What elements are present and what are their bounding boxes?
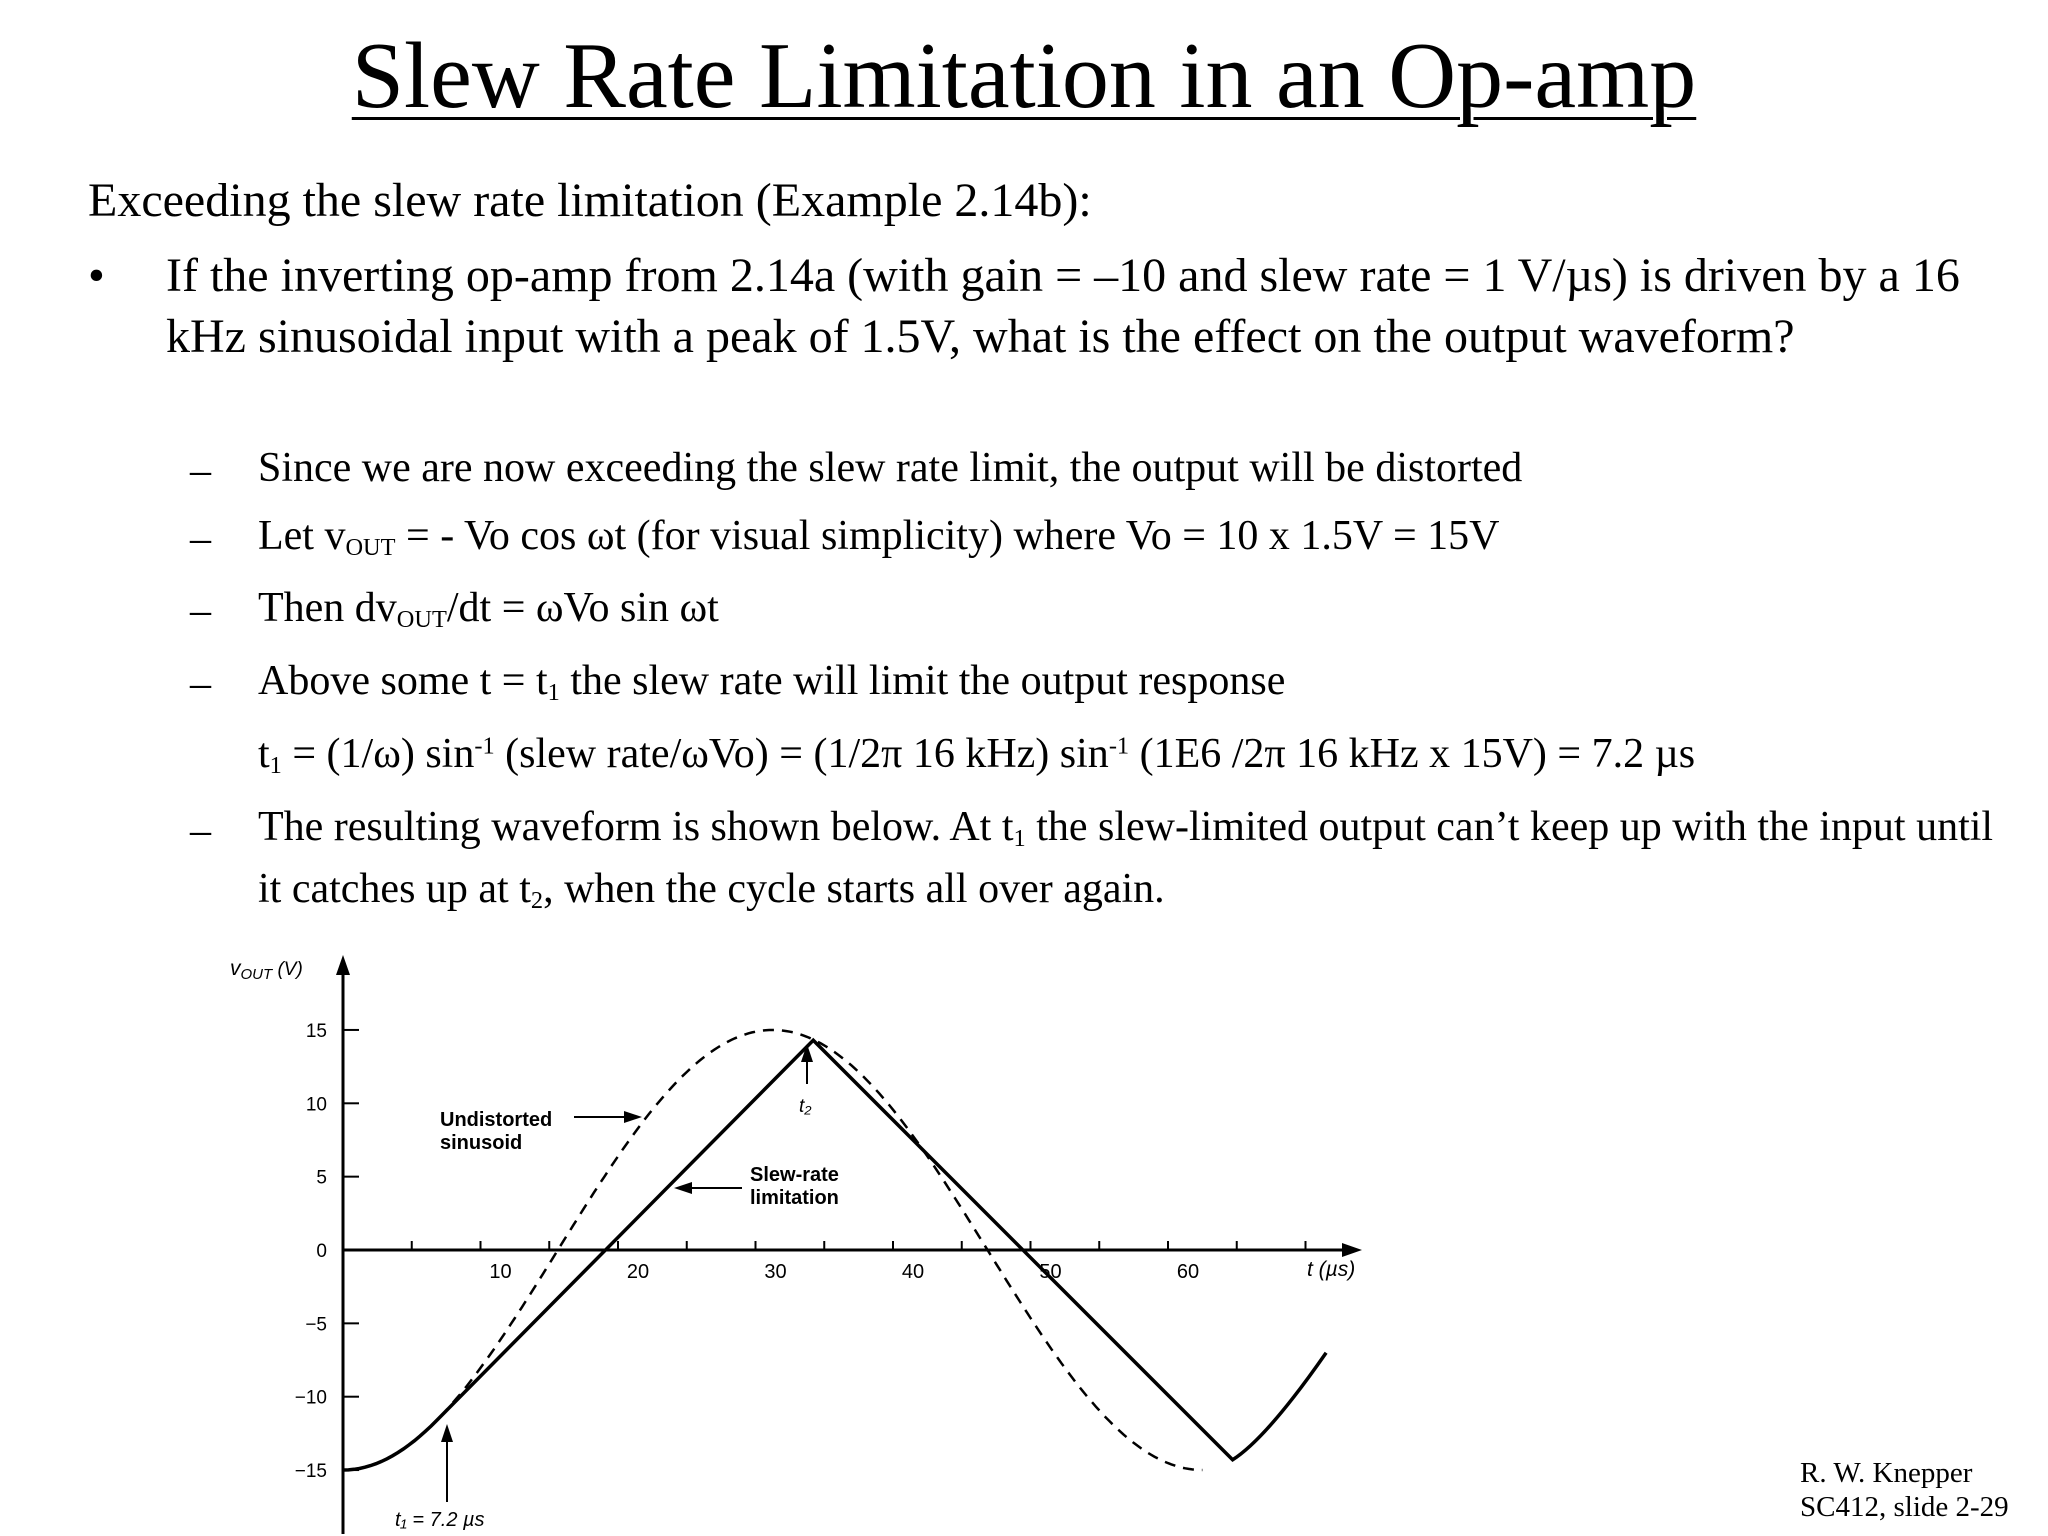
x-tick-label: 60: [1177, 1261, 1199, 1283]
t2-label: t₂: [799, 1096, 812, 1117]
subpoint-slew-onset: Above some t = t1 the slew rate will lim…: [258, 658, 1286, 707]
credit-slide-number: SC412, slide 2-29: [1800, 1491, 2009, 1524]
undistorted-sinusoid-curve: [343, 1028, 1203, 1472]
t1-arrowhead: [441, 1424, 453, 1442]
dash-marker: –: [190, 661, 211, 707]
slew-label-line1: Slew-rate: [750, 1164, 839, 1186]
x-tick-label: 20: [627, 1261, 649, 1283]
dash-marker: –: [190, 588, 211, 634]
x-tick-label: 10: [489, 1261, 511, 1283]
subpoint-derivative: Then dvOUT/dt = ωVo sin ωt: [258, 585, 719, 634]
undistorted-label-line2: sinusoid: [440, 1132, 522, 1154]
bullet-marker: •: [88, 249, 105, 302]
undistorted-arrowhead: [624, 1111, 642, 1123]
slide-credit: R. W. Knepper SC412, slide 2-29: [1800, 1456, 2009, 1524]
t1-label: t₁ = 7.2 µs: [395, 1509, 485, 1531]
dash-marker: –: [190, 516, 211, 562]
y-tick-label: −10: [295, 1388, 327, 1409]
undistorted-annotation: Undistorted sinusoid: [440, 1109, 642, 1154]
t2-annotation: t₂: [799, 1044, 813, 1117]
y-tick-label: 5: [316, 1168, 327, 1189]
slew-limited-output-curve: [342, 1037, 1328, 1472]
y-tick-label: 10: [306, 1094, 327, 1115]
y-axis-arrowhead: [336, 955, 350, 975]
y-axis-label: vOUT (V): [230, 957, 303, 983]
subpoint-resulting-waveform: The resulting waveform is shown below. A…: [258, 804, 1994, 914]
x-axis-label: t (µs): [1307, 1258, 1355, 1281]
x-axis-arrowhead: [1342, 1243, 1362, 1257]
t1-formula: t1 = (1/ω) sin-1 (slew rate/ωVo) = (1/2π…: [258, 731, 1696, 780]
y-tick-label: 15: [306, 1021, 327, 1042]
subpoint-distorted: Since we are now exceeding the slew rate…: [258, 445, 1523, 491]
undistorted-label-line1: Undistorted: [440, 1109, 552, 1131]
slew-annotation: Slew-rate limitation: [674, 1164, 839, 1209]
y-tick-label: 0: [316, 1241, 327, 1262]
subpoint-vout-definition: Let vOUT = - Vo cos ωt (for visual simpl…: [258, 513, 1500, 562]
intro-text: Exceeding the slew rate limitation (Exam…: [88, 174, 1092, 227]
slide-title: Slew Rate Limitation in an Op-amp: [351, 24, 1697, 128]
slew-label-line2: limitation: [750, 1187, 839, 1209]
y-tick-label: −5: [305, 1314, 327, 1335]
y-tick-label: −15: [295, 1461, 327, 1482]
dash-marker: –: [190, 448, 211, 494]
dash-marker: –: [190, 808, 211, 854]
x-tick-label: 50: [1039, 1261, 1061, 1283]
t2-arrowhead: [801, 1044, 813, 1062]
chart-axes: [341, 972, 1345, 1534]
x-tick-label: 40: [902, 1261, 924, 1283]
t1-annotation: t₁ = 7.2 µs: [395, 1424, 485, 1531]
credit-author: R. W. Knepper: [1800, 1457, 1973, 1489]
bullet-question: If the inverting op-amp from 2.14a (with…: [166, 249, 1960, 363]
slew-arrowhead: [674, 1182, 692, 1194]
x-tick-label: 30: [764, 1261, 786, 1283]
